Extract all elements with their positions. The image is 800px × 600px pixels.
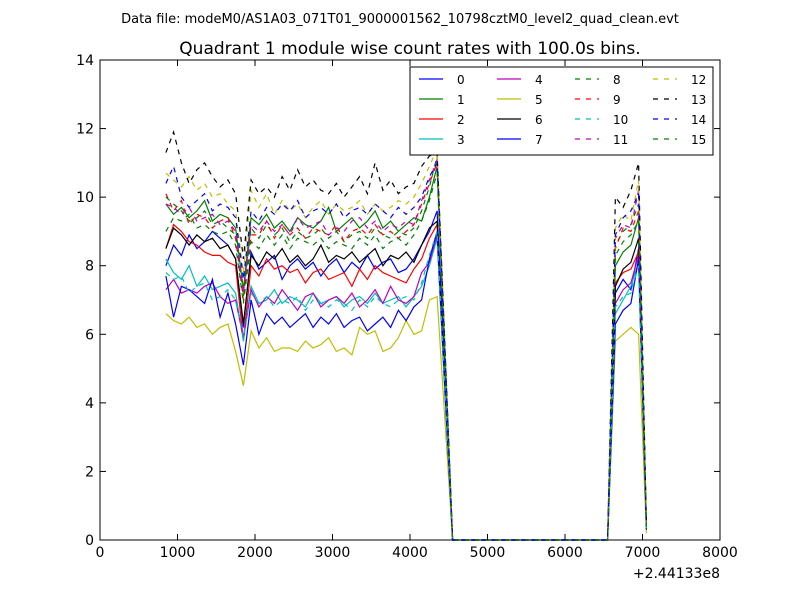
x-offset-label: +2.44133e8 bbox=[633, 566, 720, 582]
x-tick-label: 6000 bbox=[547, 545, 583, 561]
y-tick-label: 8 bbox=[85, 259, 94, 275]
x-tick-label: 4000 bbox=[392, 545, 428, 561]
y-tick-label: 6 bbox=[85, 327, 94, 343]
y-tick-label: 12 bbox=[76, 122, 94, 138]
legend-label-7: 7 bbox=[535, 133, 543, 147]
series-layer bbox=[165, 129, 647, 541]
legend-label-11: 11 bbox=[613, 133, 628, 147]
x-tick-label: 8000 bbox=[702, 545, 738, 561]
legend-label-0: 0 bbox=[457, 73, 465, 87]
legend-label-10: 10 bbox=[613, 113, 628, 127]
series-line-10 bbox=[165, 231, 647, 541]
legend-label-9: 9 bbox=[613, 93, 621, 107]
axis-layer: 0 1000 2000 3000 4000 5000 6000 7000 80000246810… bbox=[76, 53, 738, 561]
x-tick-label: 3000 bbox=[315, 545, 351, 561]
legend-label-6: 6 bbox=[535, 113, 543, 127]
legend-label-3: 3 bbox=[457, 133, 465, 147]
legend-label-13: 13 bbox=[691, 93, 706, 107]
series-line-7 bbox=[165, 231, 647, 541]
legend-box bbox=[409, 66, 714, 156]
y-tick-label: 10 bbox=[76, 190, 94, 206]
series-line-9 bbox=[165, 162, 647, 541]
x-tick-label: 7000 bbox=[625, 545, 661, 561]
y-tick-label: 0 bbox=[85, 533, 94, 549]
x-tick-label: 0 bbox=[96, 545, 105, 561]
chart-suptitle: Data file: modeM0/AS1A03_071T01_90000015… bbox=[121, 12, 679, 27]
legend-label-1: 1 bbox=[457, 93, 465, 107]
legend-label-14: 14 bbox=[691, 113, 706, 127]
legend-label-8: 8 bbox=[613, 73, 621, 87]
series-line-5 bbox=[165, 295, 647, 541]
chart-title: Quadrant 1 module wise count rates with … bbox=[179, 39, 640, 59]
y-tick-label: 4 bbox=[85, 396, 94, 412]
x-tick-label: 1000 bbox=[160, 545, 196, 561]
y-tick-label: 2 bbox=[85, 464, 94, 480]
y-tick-label: 14 bbox=[76, 53, 94, 69]
legend-label-2: 2 bbox=[457, 113, 465, 127]
x-tick-label: 2000 bbox=[237, 545, 273, 561]
legend-label-4: 4 bbox=[535, 73, 543, 87]
x-tick-label: 5000 bbox=[470, 545, 506, 561]
series-line-14 bbox=[165, 160, 647, 541]
legend-label-5: 5 bbox=[535, 93, 543, 107]
legend-label-12: 12 bbox=[691, 73, 706, 87]
legend-label-15: 15 bbox=[691, 133, 706, 147]
